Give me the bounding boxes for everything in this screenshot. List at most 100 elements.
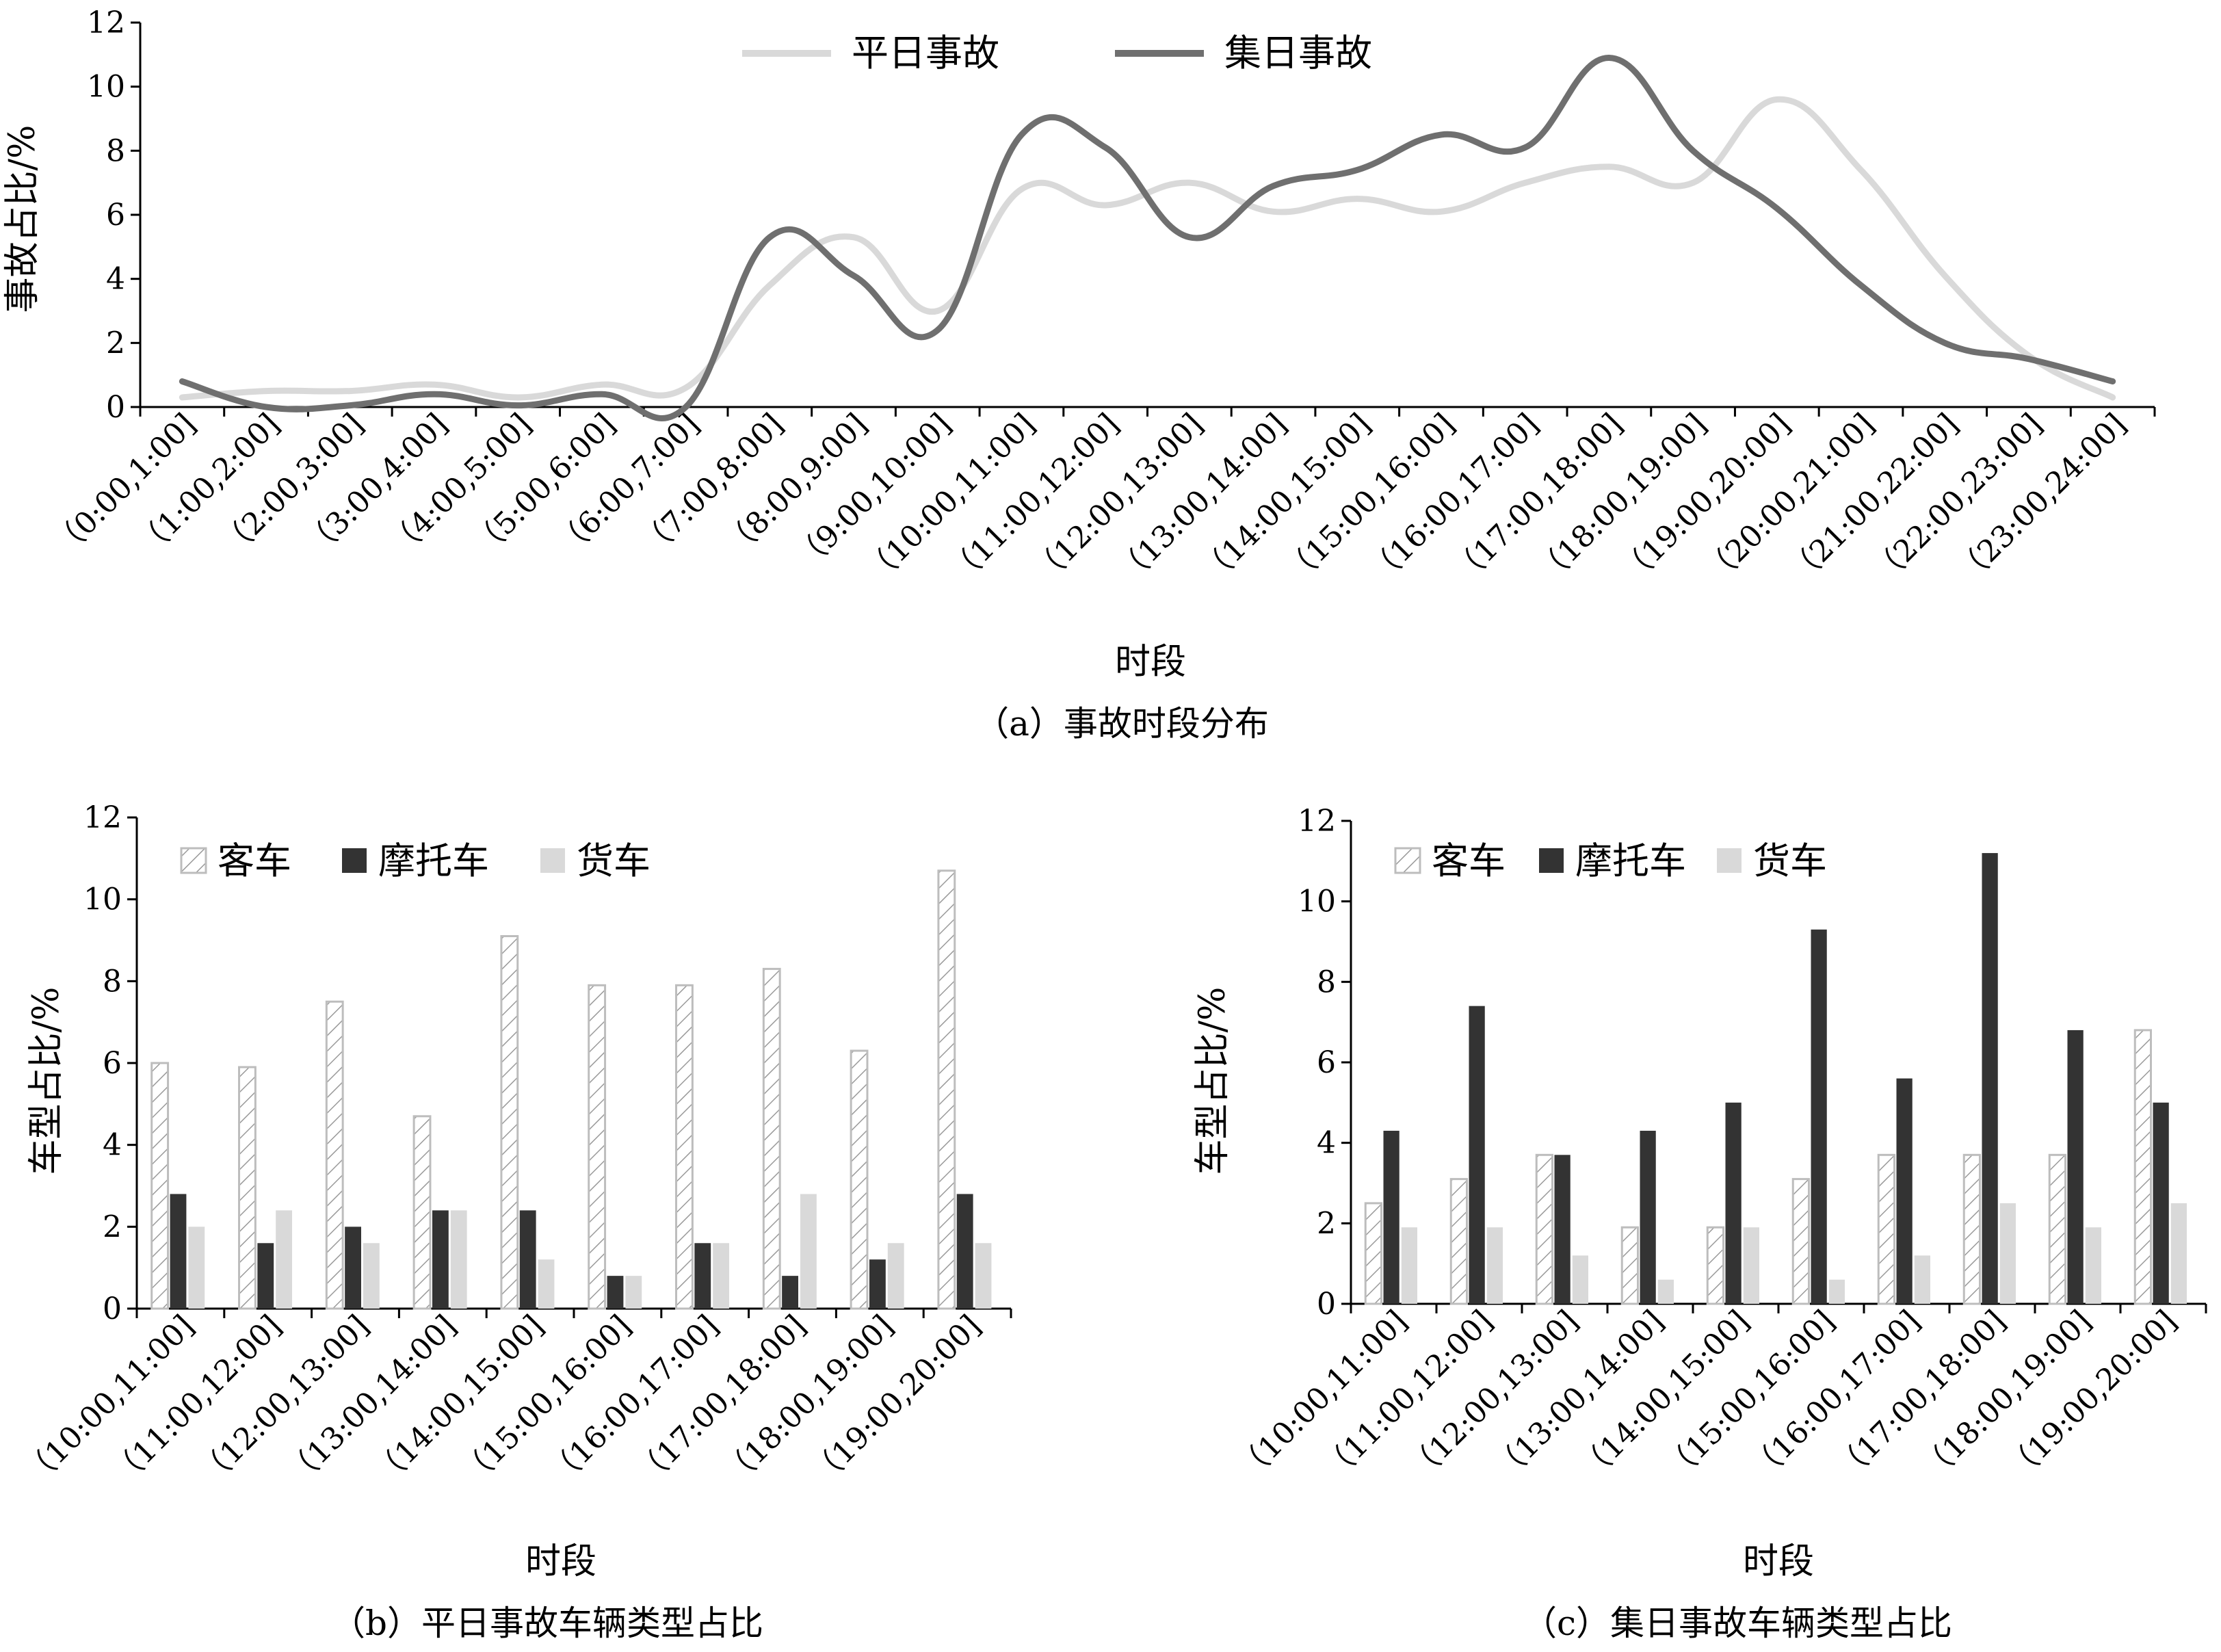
x-tick-label: （1:00,2:00] (130, 407, 287, 564)
y-tick-label: 2 (103, 1209, 122, 1244)
bar-passenger (1364, 1202, 1382, 1305)
panel-b-bar-chart: 0 2 4 6 8 10 12 （10:00,11:00]（11:00,12:00]（12:… (17, 800, 1012, 1643)
legend-label-weekday: 平日事故 (852, 31, 999, 75)
y-tick-label: 10 (1298, 884, 1336, 919)
bar-passenger (238, 1066, 257, 1310)
bar-motorcycle (519, 1210, 536, 1309)
y-tick-label: 12 (1298, 804, 1336, 839)
bar-passenger (2133, 1029, 2152, 1305)
y-tick-label: 6 (103, 1046, 122, 1081)
legend-swatch-passenger (1394, 847, 1421, 874)
panel-c-bar-chart: 0 2 4 6 8 10 12 （10:00,11:00]（11:00,12:00]（12:… (1192, 804, 2207, 1643)
x-tick-label: （4:00,5:00] (382, 407, 538, 564)
bar-truck (887, 1243, 904, 1309)
bar-truck (1914, 1255, 1930, 1304)
bar-motorcycle (869, 1259, 886, 1309)
y-tick-label: 10 (87, 70, 125, 105)
x-tick-label: （0:00,1:00] (46, 407, 202, 564)
bar-motorcycle (1811, 929, 1827, 1304)
bar-motorcycle (782, 1276, 799, 1309)
bar-motorcycle (345, 1227, 362, 1309)
panel-a-x-axis-title: 时段 (1115, 642, 1186, 683)
panel-c-legend: 客车 摩托车 货车 (1394, 839, 1827, 882)
legend-swatch-truck (1717, 848, 1742, 873)
y-tick-label: 12 (87, 5, 125, 40)
legend-swatch-motorcycle (342, 848, 367, 873)
bar-truck (1999, 1203, 2016, 1304)
panel-a-x-ticks: （0:00,1:00]（1:00,2:00]（2:00,3:00]（3:00,4… (46, 407, 2133, 591)
bar-truck (2170, 1203, 2187, 1304)
legend-label-holiday: 集日事故 (1224, 31, 1372, 75)
bar-passenger (325, 1000, 344, 1310)
x-tick-label: （8:00,9:00] (718, 407, 874, 564)
bar-motorcycle (2153, 1102, 2169, 1304)
panel-a-axes (131, 21, 2156, 417)
y-tick-label: 4 (103, 1128, 122, 1163)
bar-passenger (150, 1062, 170, 1310)
y-tick-label: 4 (106, 262, 125, 297)
bar-motorcycle (1383, 1131, 1399, 1304)
bar-passenger (2048, 1153, 2066, 1305)
bar-motorcycle (2067, 1030, 2084, 1304)
legend-label-motorcycle: 摩托车 (1575, 839, 1686, 882)
bar-truck (1828, 1279, 1845, 1304)
panel-b-x-axis-title: 时段 (525, 1541, 596, 1582)
y-tick-label: 6 (1317, 1045, 1336, 1080)
bar-truck (800, 1194, 817, 1309)
bar-passenger (1791, 1178, 1810, 1305)
y-tick-label: 2 (106, 326, 125, 360)
bar-motorcycle (432, 1210, 449, 1309)
bar-truck (713, 1243, 730, 1309)
panel-b-axes (127, 816, 1012, 1318)
legend-label-passenger: 客车 (1432, 839, 1506, 882)
bar-truck (1486, 1227, 1503, 1304)
legend-swatch-truck (540, 848, 565, 873)
bar-truck (1572, 1255, 1588, 1304)
y-tick-label: 10 (83, 882, 122, 917)
bar-truck (2085, 1227, 2101, 1304)
bar-passenger (1962, 1153, 1981, 1305)
bar-motorcycle (1982, 853, 1998, 1304)
panel-b-y-ticks: 0 2 4 6 8 10 12 (83, 800, 122, 1326)
bar-passenger (937, 869, 956, 1310)
panel-c-x-ticks: （10:00,11:00]（11:00,12:00]（12:00,13:00]（… (1231, 1304, 2184, 1488)
panel-a-y-ticks: 0 2 4 6 8 10 12 (87, 5, 125, 425)
bar-truck (625, 1276, 642, 1309)
panel-a-caption: （a）事故时段分布 (975, 704, 1269, 744)
y-tick-label: 0 (106, 390, 125, 425)
panel-b-x-ticks: （10:00,11:00]（11:00,12:00]（12:00,13:00]（… (17, 1309, 988, 1493)
bar-passenger (588, 984, 607, 1310)
bar-truck (450, 1210, 467, 1309)
bar-truck (975, 1243, 992, 1309)
bar-passenger (675, 984, 694, 1310)
bar-motorcycle (1469, 1006, 1485, 1304)
panel-c-caption: （c）集日事故车辆类型占比 (1523, 1603, 1952, 1643)
bar-motorcycle (170, 1194, 187, 1309)
legend-label-truck: 货车 (577, 839, 650, 882)
legend-swatch-motorcycle (1539, 848, 1564, 873)
panel-c-x-axis-title: 时段 (1743, 1541, 1814, 1582)
panel-b-legend: 客车 摩托车 货车 (180, 839, 650, 882)
panel-b-caption: （b）平日事故车辆类型占比 (331, 1603, 763, 1643)
y-tick-label: 4 (1317, 1126, 1336, 1161)
bar-truck (1743, 1227, 1759, 1304)
panel-c-bars (1364, 853, 2187, 1305)
bar-truck (1401, 1227, 1417, 1304)
bar-truck (188, 1227, 205, 1309)
series-line-holiday (179, 55, 2116, 421)
y-tick-label: 0 (1317, 1287, 1336, 1322)
panel-a-y-axis-title: 事故占比/% (2, 125, 43, 313)
bar-motorcycle (1725, 1102, 1742, 1304)
bar-motorcycle (694, 1243, 711, 1309)
y-tick-label: 2 (1317, 1206, 1336, 1241)
x-tick-label: （7:00,8:00] (633, 407, 790, 564)
panel-a-legend: 平日事故 集日事故 (742, 31, 1372, 75)
panel-b-bars (150, 869, 992, 1310)
y-tick-label: 0 (103, 1292, 122, 1326)
bar-truck (276, 1210, 293, 1309)
panel-a-line-chart: 0 2 4 6 8 10 12 （0:00,1:00]（1:00,2:00]（2:00,3:… (2, 5, 2156, 744)
bar-motorcycle (257, 1243, 274, 1309)
bar-motorcycle (1554, 1155, 1571, 1304)
x-tick-label: （2:00,3:00] (214, 407, 371, 564)
y-tick-label: 12 (83, 800, 122, 835)
